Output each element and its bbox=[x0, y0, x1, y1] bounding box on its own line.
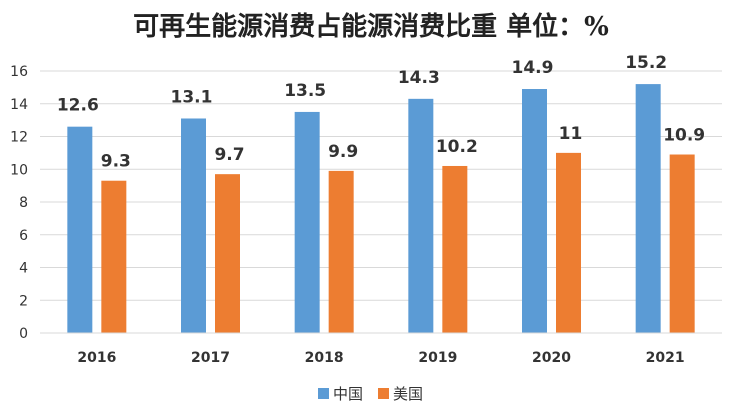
legend-label-china: 中国 bbox=[333, 385, 363, 403]
data-label-usa-2019: 10.2 bbox=[436, 137, 478, 157]
data-label-china-2019: 14.3 bbox=[398, 68, 440, 88]
x-axis-ticks: 2016 2017 2018 2019 2020 2021 bbox=[77, 350, 684, 366]
y-tick-label: 0 bbox=[19, 326, 28, 342]
y-tick-label: 8 bbox=[19, 195, 28, 211]
data-label-china-2021: 15.2 bbox=[625, 53, 667, 73]
gridlines bbox=[40, 70, 722, 301]
bar-usa-2021 bbox=[669, 154, 695, 333]
x-tick-label: 2020 bbox=[532, 350, 571, 366]
bar-usa-2017 bbox=[215, 174, 240, 333]
x-tick-label: 2019 bbox=[418, 350, 457, 366]
data-label-china-2018: 13.5 bbox=[284, 81, 326, 101]
bar-usa-2016 bbox=[101, 180, 127, 333]
legend: 中国 美国 bbox=[318, 385, 423, 403]
data-label-usa-2020: 11 bbox=[559, 124, 583, 144]
bar-usa-2020 bbox=[556, 152, 581, 333]
data-label-usa-2017: 9.7 bbox=[214, 145, 244, 165]
bars bbox=[67, 84, 695, 334]
bar-china-2019 bbox=[408, 98, 434, 334]
bar-usa-2019 bbox=[442, 165, 468, 333]
y-tick-label: 4 bbox=[19, 261, 28, 277]
data-label-usa-2021: 10.9 bbox=[663, 126, 705, 146]
data-labels: 12.6 9.3 13.1 9.7 13.5 9.9 14.3 10.2 14.9 11 15.2 1… bbox=[57, 53, 705, 172]
y-axis-ticks: 0 2 4 6 8 10 12 14 16 bbox=[10, 64, 28, 342]
legend-label-usa: 美国 bbox=[393, 385, 423, 403]
x-tick-label: 2021 bbox=[646, 350, 685, 366]
y-tick-label: 14 bbox=[10, 97, 28, 113]
y-tick-label: 12 bbox=[10, 130, 28, 146]
data-label-china-2016: 12.6 bbox=[57, 96, 99, 116]
chart-title: 可再生能源消费占能源消费比重 单位：% bbox=[133, 11, 609, 42]
y-tick-label: 10 bbox=[10, 162, 28, 178]
legend-swatch-usa bbox=[378, 388, 389, 399]
legend-swatch-china bbox=[318, 388, 329, 399]
x-tick-label: 2018 bbox=[305, 350, 344, 366]
bar-usa-2018 bbox=[328, 170, 354, 333]
data-label-china-2017: 13.1 bbox=[171, 87, 213, 107]
x-tick-label: 2016 bbox=[77, 350, 116, 366]
data-label-usa-2016: 9.3 bbox=[101, 152, 131, 172]
data-label-china-2020: 14.9 bbox=[512, 58, 554, 78]
y-tick-label: 16 bbox=[10, 64, 28, 80]
bar-china-2021 bbox=[635, 84, 661, 333]
y-tick-label: 6 bbox=[19, 228, 28, 244]
y-tick-label: 2 bbox=[19, 293, 28, 309]
bar-china-2018 bbox=[294, 111, 320, 333]
bar-china-2020 bbox=[522, 89, 547, 333]
x-tick-label: 2017 bbox=[191, 350, 230, 366]
bar-china-2017 bbox=[181, 118, 206, 333]
data-label-usa-2018: 9.9 bbox=[328, 142, 358, 162]
bar-china-2016 bbox=[67, 126, 93, 333]
